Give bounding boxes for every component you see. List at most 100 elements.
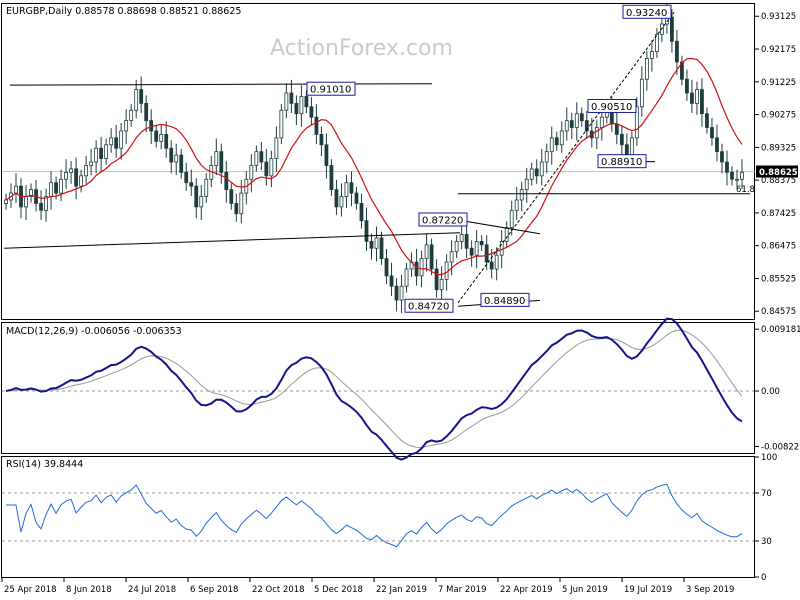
candle-body xyxy=(249,165,254,180)
candle-body xyxy=(434,268,439,291)
price-moving-average xyxy=(5,57,743,276)
rsi-y-tick-label: 70 xyxy=(761,489,772,499)
candle-body xyxy=(119,130,124,149)
annotation-box xyxy=(404,298,454,313)
candle-body xyxy=(329,165,334,191)
rsi-y-tick-label: 30 xyxy=(761,537,772,547)
candle-body xyxy=(394,285,399,301)
candle-body xyxy=(439,278,444,291)
candle-body xyxy=(354,192,359,204)
candle-body xyxy=(649,51,654,59)
price-title: EURGBP,Daily 0.88578 0.88698 0.88521 0.8… xyxy=(6,6,241,17)
candle-body xyxy=(504,227,509,242)
current-price-label: 0.88625 xyxy=(759,168,798,178)
candle-body xyxy=(710,127,714,139)
candle-body xyxy=(114,137,119,149)
candle-body xyxy=(735,178,739,181)
macd-signal-line xyxy=(5,329,743,449)
candle-body xyxy=(424,244,429,260)
candle-body xyxy=(509,209,514,228)
candle-body xyxy=(454,240,459,253)
candle-body xyxy=(494,254,499,270)
candle-body xyxy=(444,261,449,280)
candle-body xyxy=(489,261,494,270)
candle-body xyxy=(44,196,48,211)
rsi-y-tick-label: 0 xyxy=(761,573,766,583)
macd-panel-frame xyxy=(1,322,755,454)
price-y-tick-label: 0.86475 xyxy=(761,242,796,252)
candle-body xyxy=(144,102,149,122)
x-tick-label: 5 Jun 2019 xyxy=(562,585,608,595)
candle-body xyxy=(239,192,244,215)
price-y-tick-label: 0.92175 xyxy=(761,45,796,55)
macd-y-tick-label: 0.00 xyxy=(761,387,780,397)
candle-body xyxy=(169,147,174,163)
candle-body xyxy=(189,182,194,187)
x-tick-label: 8 Jun 2018 xyxy=(66,585,112,595)
annotation-box xyxy=(597,154,647,169)
candle-body xyxy=(149,120,154,132)
candle-body xyxy=(534,168,539,177)
candle-body xyxy=(284,92,289,111)
candle-body xyxy=(164,134,169,149)
candle-body xyxy=(675,40,679,63)
candle-body xyxy=(720,151,724,163)
rsi-y-axis: 100 70 30 0 xyxy=(755,453,777,583)
candle-body xyxy=(344,182,349,197)
candle-body xyxy=(79,175,84,187)
candle-body xyxy=(179,154,184,173)
candle-body xyxy=(24,196,28,208)
candle-body xyxy=(309,106,314,118)
candle-body xyxy=(349,182,354,194)
candle-body xyxy=(514,199,519,211)
x-tick-label: 24 Jul 2018 xyxy=(128,585,176,595)
x-tick-label: 22 Oct 2018 xyxy=(252,585,305,595)
candle-body xyxy=(269,158,274,177)
candle-body xyxy=(64,171,68,180)
candle-body xyxy=(725,161,729,173)
candle-body xyxy=(574,113,579,128)
candle-body xyxy=(419,258,424,277)
candle-body xyxy=(524,178,529,191)
candle-body xyxy=(680,61,684,80)
x-tick-label: 25 Apr 2018 xyxy=(4,585,57,595)
candle-body xyxy=(254,151,259,166)
candle-body xyxy=(14,185,18,194)
price-annotations: 0.93240 0.91010 0.90510 0.88910 0.87220 0.848… xyxy=(306,4,672,313)
price-candles xyxy=(4,4,744,314)
x-tick-label: 7 Mar 2019 xyxy=(438,585,486,595)
candle-body xyxy=(670,16,674,42)
candle-body xyxy=(554,137,559,146)
candle-body xyxy=(459,234,464,242)
candle-body xyxy=(229,189,234,204)
candle-body xyxy=(154,130,159,142)
candle-body xyxy=(484,244,489,263)
candle-body xyxy=(399,285,404,301)
rsi-line xyxy=(2,483,754,548)
candle-body xyxy=(129,109,134,122)
x-axis: 25 Apr 2018 8 Jun 2018 24 Jul 2018 6 Sep 20… xyxy=(1,578,734,595)
candle-body xyxy=(39,203,43,211)
annotation-label: 0.84720 xyxy=(408,302,449,313)
candle-body xyxy=(569,120,574,128)
candle-body xyxy=(479,240,484,246)
annotation-box xyxy=(480,292,530,307)
candle-body xyxy=(695,89,699,104)
candle-body xyxy=(579,113,584,122)
watermark: ActionForex.com xyxy=(270,36,453,61)
candle-body xyxy=(279,109,284,139)
candle-body xyxy=(289,92,294,104)
candle-body xyxy=(499,240,504,256)
annotation-label: 0.87220 xyxy=(422,215,463,226)
macd-title: MACD(12,26,9) -0.006056 -0.006353 xyxy=(6,326,182,337)
candle-body xyxy=(314,116,319,135)
price-y-tick-label: 0.91225 xyxy=(761,78,796,88)
candle-body xyxy=(614,123,619,135)
candle-body xyxy=(304,96,309,108)
candle-body xyxy=(74,168,78,187)
candle-body xyxy=(700,89,704,115)
candle-body xyxy=(730,171,734,180)
fib-label: 61.8 xyxy=(736,185,755,195)
candle-body xyxy=(364,220,369,242)
candle-body xyxy=(705,113,709,128)
